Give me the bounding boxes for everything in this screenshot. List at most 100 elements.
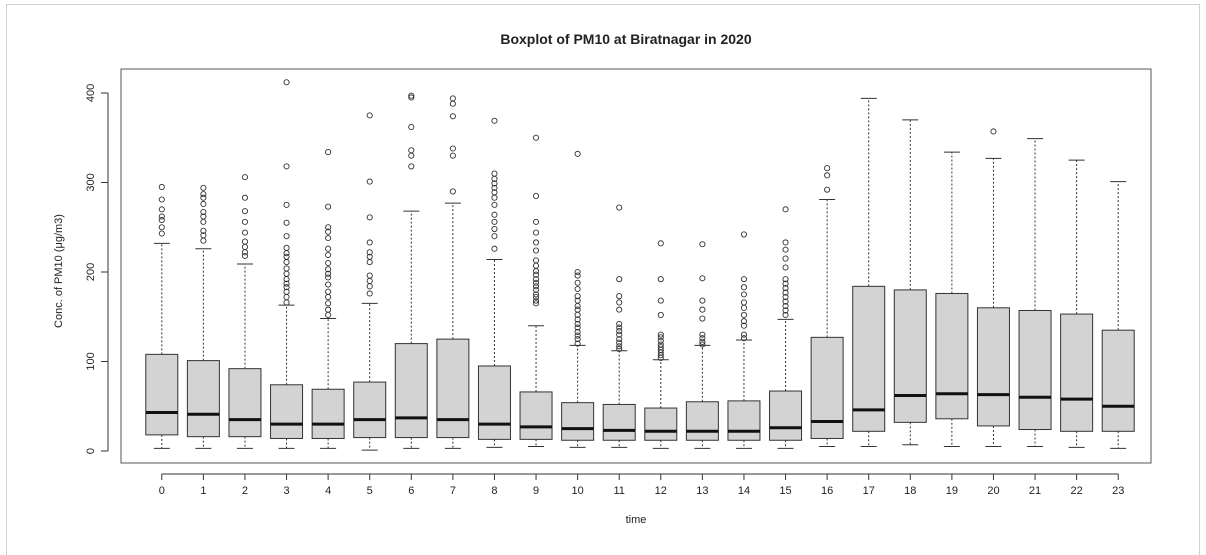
outlier-point	[782, 311, 789, 319]
iqr-box	[394, 343, 428, 439]
outlier-point	[574, 324, 581, 331]
outlier-point	[532, 268, 540, 275]
plot-area-box	[120, 68, 1152, 464]
outlier-point	[449, 95, 456, 102]
outlier-point	[200, 213, 207, 220]
outlier-point	[449, 145, 456, 152]
outlier-point	[574, 316, 581, 323]
outlier-point	[325, 203, 332, 210]
x-tick-label: 6	[408, 485, 414, 497]
x-tick-label: 18	[904, 485, 916, 497]
outlier-point	[740, 318, 748, 325]
iqr-box	[561, 402, 595, 441]
iqr-box	[727, 400, 761, 441]
outlier-point	[574, 268, 581, 276]
outlier-point	[408, 163, 415, 170]
outlier-point	[740, 311, 748, 319]
outlier-point	[616, 328, 623, 335]
outlier-point	[241, 238, 249, 245]
iqr-box	[602, 403, 636, 441]
outlier-point	[325, 294, 332, 301]
outlier-point	[283, 265, 290, 272]
x-tick-label: 9	[533, 485, 539, 497]
outlier-point	[283, 250, 290, 257]
x-tick-label: 7	[450, 485, 456, 497]
outlier-point	[574, 332, 581, 339]
outlier-point	[532, 257, 540, 264]
outlier-point	[616, 345, 623, 353]
iqr-box	[976, 307, 1010, 427]
box-group-5	[353, 112, 387, 451]
iqr-box	[145, 353, 179, 436]
outlier-point	[449, 188, 456, 195]
outlier-point	[532, 271, 540, 278]
box-group-23	[1101, 181, 1135, 449]
iqr-box	[685, 401, 719, 441]
box-group-9	[519, 134, 553, 448]
outlier-point	[532, 294, 540, 301]
outlier-point	[616, 299, 623, 306]
x-tick-label: 22	[1071, 485, 1083, 497]
outlier-point	[491, 194, 498, 201]
outlier-point	[657, 337, 664, 344]
outlier-point	[574, 302, 581, 310]
outlier-point	[283, 253, 290, 260]
x-tick-label: 11	[613, 485, 624, 497]
outlier-point	[366, 283, 373, 290]
iqr-box	[1060, 313, 1094, 432]
outlier-point	[491, 225, 498, 233]
outlier-point	[824, 172, 831, 179]
outlier-point	[990, 128, 997, 135]
box-group-17	[852, 97, 886, 448]
iqr-box	[852, 285, 886, 432]
outlier-point	[616, 276, 623, 283]
outlier-point	[574, 150, 581, 157]
outlier-point	[740, 335, 748, 342]
outlier-point	[699, 338, 706, 345]
outlier-point	[325, 266, 332, 273]
outlier-point	[532, 297, 540, 304]
outlier-point	[574, 320, 581, 327]
outlier-point	[366, 253, 373, 260]
outlier-point	[532, 229, 540, 236]
outlier-point	[740, 331, 748, 338]
outlier-point	[532, 239, 540, 246]
iqr-box	[519, 391, 553, 440]
outlier-point	[325, 234, 332, 242]
outlier-point	[740, 304, 748, 311]
outlier-point	[449, 100, 456, 107]
x-tick-label: 16	[821, 485, 833, 497]
x-tick-label: 0	[159, 485, 165, 497]
outlier-point	[782, 285, 789, 292]
outlier-point	[782, 307, 789, 314]
box-group-1	[186, 184, 220, 449]
outlier-point	[325, 311, 332, 319]
y-tick-label: 100	[85, 352, 97, 370]
x-tick-label: 21	[1029, 485, 1041, 497]
iqr-box	[186, 360, 220, 438]
outlier-point	[325, 224, 332, 231]
y-tick-label: 200	[85, 263, 97, 281]
outlier-point	[491, 233, 498, 240]
iqr-box	[270, 384, 304, 439]
outlier-point	[283, 201, 290, 208]
outlier-point	[616, 204, 623, 211]
outlier-point	[532, 262, 540, 269]
outlier-point	[782, 294, 789, 301]
outlier-point	[532, 300, 540, 307]
outlier-point	[782, 302, 789, 310]
outlier-point	[699, 297, 706, 304]
outlier-point	[200, 200, 207, 208]
outlier-point	[408, 152, 415, 159]
outlier-point	[491, 218, 498, 225]
iqr-box	[1018, 309, 1052, 431]
outlier-point	[699, 335, 706, 342]
outlier-point	[532, 291, 540, 298]
outlier-point	[657, 297, 664, 304]
outlier-point	[200, 232, 207, 239]
outlier-point	[283, 288, 290, 295]
outlier-point	[699, 306, 706, 313]
outlier-point	[532, 286, 540, 293]
y-tick-label: 400	[85, 84, 97, 102]
outlier-point	[200, 227, 207, 234]
